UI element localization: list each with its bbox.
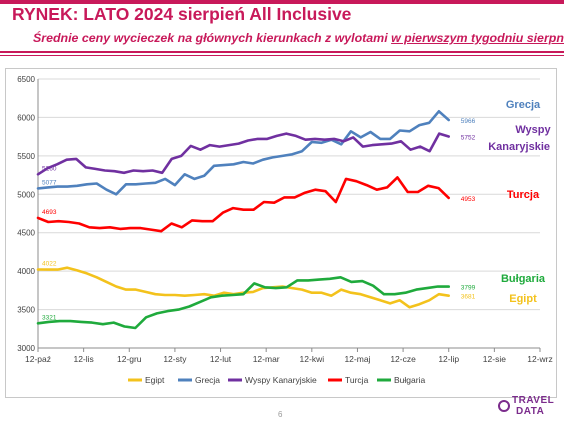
x-tick-label-1: 12-lis [73, 354, 93, 364]
series-line-1 [36, 110, 450, 196]
series-name-label-2-a: Wyspy [515, 124, 551, 136]
start-value-label-0: 4022 [42, 260, 57, 267]
y-tick-label-6000: 6000 [17, 113, 35, 122]
x-tick-label-11: 12-wrz [527, 354, 553, 364]
legend-label-1: Grecja [195, 375, 220, 385]
logo-globe-icon [498, 400, 510, 412]
end-value-label-3: 4953 [461, 196, 476, 203]
title-rule-thin [0, 55, 564, 56]
legend-label-2: Wyspy Kanaryjskie [245, 375, 317, 385]
logo-line1: TRAVEL [512, 395, 555, 406]
start-value-label-1: 5077 [42, 179, 57, 186]
travel-data-logo: TRAVEL DATA [498, 394, 560, 420]
x-tick-label-6: 12-kwi [300, 354, 325, 364]
subtitle-prefix: Średnie ceny wycieczek na głównych kieru… [33, 31, 392, 45]
page-title: RYNEK: LATO 2024 sierpień All Inclusive [12, 4, 352, 24]
subtitle-underlined: w pierwszym tygodniu sierpnia [391, 31, 564, 45]
end-value-label-1: 5966 [461, 118, 476, 125]
end-value-label-4: 3799 [461, 285, 476, 292]
x-tick-label-5: 12-mar [253, 354, 280, 364]
legend-label-4: Bułgaria [394, 375, 425, 385]
end-value-label-0: 3681 [461, 294, 476, 301]
series-name-label-0: Egipt [509, 293, 537, 305]
series-name-label-4: Bułgaria [501, 273, 546, 285]
y-tick-label-6500: 6500 [17, 75, 35, 84]
y-tick-label-4000: 4000 [17, 267, 35, 276]
series-line-4 [36, 276, 450, 330]
x-tick-label-7: 12-maj [344, 354, 370, 364]
chart-frame [5, 68, 557, 398]
x-tick-label-2: 12-gru [117, 354, 142, 364]
y-tick-label-5500: 5500 [17, 152, 35, 161]
x-tick-label-10: 12-sie [483, 354, 506, 364]
page-subtitle: Średnie ceny wycieczek na głównych kieru… [33, 31, 564, 45]
end-value-label-2: 5752 [461, 134, 476, 141]
series-name-label-2-b: Kanaryjskie [488, 141, 550, 153]
y-tick-label-4500: 4500 [17, 229, 35, 238]
series-line-2 [36, 132, 450, 176]
x-tick-label-4: 12-lut [210, 354, 232, 364]
start-value-label-2: 5260 [42, 165, 57, 172]
series-name-label-3: Turcja [507, 189, 540, 201]
start-value-label-4: 3321 [42, 314, 57, 321]
legend-label-0: Egipt [145, 375, 165, 385]
y-tick-label-5000: 5000 [17, 190, 35, 199]
x-tick-label-8: 12-cze [390, 354, 416, 364]
title-rule-thick [0, 51, 564, 53]
legend-label-3: Turcja [345, 375, 369, 385]
x-tick-label-3: 12-sty [163, 354, 187, 364]
top-accent-bar [0, 0, 564, 4]
x-tick-label-9: 12-lip [438, 354, 459, 364]
series-name-label-1: Grecja [506, 99, 541, 111]
x-tick-label-0: 12-paź [25, 354, 51, 364]
start-value-label-3: 4693 [42, 209, 57, 216]
series-line-3 [36, 176, 450, 233]
y-tick-label-3500: 3500 [17, 306, 35, 315]
logo-line2: DATA [516, 406, 545, 417]
page-number: 6 [278, 410, 283, 419]
series-line-0 [36, 266, 450, 309]
y-tick-label-3000: 3000 [17, 344, 35, 353]
